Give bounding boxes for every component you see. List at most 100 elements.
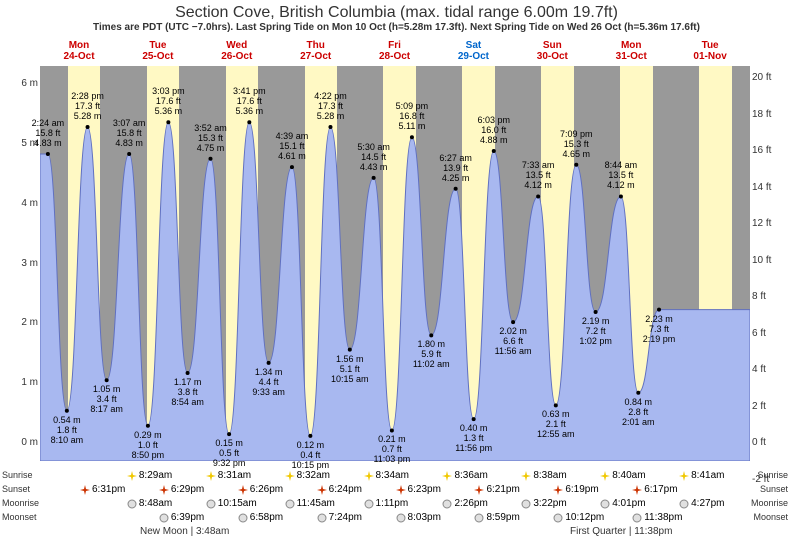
chart-subtitle: Times are PDT (UTC −7.0hrs). Last Spring… <box>0 22 793 33</box>
y-right-tick: 0 ft <box>752 437 780 448</box>
tide-label: 0.54 m1.8 ft8:10 am <box>51 415 84 445</box>
tide-label: 5:09 pm16.8 ft5.11 m <box>396 101 429 131</box>
moonrise-icon <box>206 499 216 509</box>
tide-label: 2.23 m7.3 ft2:19 pm <box>643 314 676 344</box>
new-moon-label: New Moon | 3:48am <box>140 526 229 537</box>
tide-label: 3:41 pm17.6 ft5.36 m <box>233 86 266 116</box>
sunrise-value: 8:32am <box>285 470 330 481</box>
moonrise-value: 1:11pm <box>364 498 409 509</box>
moonset-value: 8:59pm <box>474 512 519 523</box>
y-left-tick: 6 m <box>10 78 38 89</box>
tide-label: 3:52 am15.3 ft4.75 m <box>194 123 227 153</box>
moonset-value: 8:03pm <box>396 512 441 523</box>
y-right-tick: 16 ft <box>752 145 780 156</box>
moonset-icon <box>474 513 484 523</box>
day-header: Tue01-Nov <box>671 40 749 62</box>
tide-label: 0.15 m0.5 ft9:32 pm <box>213 438 246 468</box>
moonset-label: Moonset <box>2 512 37 522</box>
y-right-tick: 18 ft <box>752 109 780 120</box>
y-right-tick: 4 ft <box>752 364 780 375</box>
tide-label: 8:44 am13.5 ft4.12 m <box>605 160 638 190</box>
day-header: Fri28-Oct <box>356 40 434 62</box>
tide-label: 2:28 pm17.3 ft5.28 m <box>71 91 104 121</box>
tide-label: 4:39 am15.1 ft4.61 m <box>276 131 309 161</box>
tide-label: 3:07 am15.8 ft4.83 m <box>113 118 146 148</box>
tide-label: 7:33 am13.5 ft4.12 m <box>522 160 555 190</box>
tide-label: 3:03 pm17.6 ft5.36 m <box>152 86 185 116</box>
y-right-tick: 2 ft <box>752 401 780 412</box>
sunset-icon <box>80 485 90 495</box>
y-left-tick: 2 m <box>10 317 38 328</box>
sunset-icon <box>474 485 484 495</box>
moonset-icon <box>553 513 563 523</box>
moonset-value: 6:58pm <box>238 512 283 523</box>
moonset-icon <box>632 513 642 523</box>
tide-label: 5:30 am14.5 ft4.43 m <box>357 142 390 172</box>
moonrise-icon <box>285 499 295 509</box>
day-header: Thu27-Oct <box>277 40 355 62</box>
moonrise-icon <box>442 499 452 509</box>
day-header: Mon24-Oct <box>40 40 118 62</box>
sunset-label: Sunset <box>2 484 30 494</box>
tide-label: 6:27 am13.9 ft4.25 m <box>439 153 472 183</box>
sunset-value: 6:29pm <box>159 484 204 495</box>
sunset-value: 6:19pm <box>553 484 598 495</box>
sunrise-icon <box>679 471 689 481</box>
moonrise-icon <box>679 499 689 509</box>
sunset-value: 6:26pm <box>238 484 283 495</box>
sunrise-label-r: Sunrise <box>757 470 788 480</box>
tide-label: 2.02 m6.6 ft11:56 am <box>495 326 532 356</box>
day-header: Sun30-Oct <box>513 40 591 62</box>
moonset-value: 10:12pm <box>553 512 604 523</box>
day-header: Mon31-Oct <box>592 40 670 62</box>
tide-label: 1.56 m5.1 ft10:15 am <box>331 354 369 384</box>
moonset-icon <box>396 513 406 523</box>
tide-label: 1.34 m4.4 ft9:33 am <box>252 367 285 397</box>
tide-label: 1.80 m5.9 ft11:02 am <box>413 339 450 369</box>
sunrise-icon <box>206 471 216 481</box>
y-left-tick: 0 m <box>10 437 38 448</box>
tide-label: 0.84 m2.8 ft2:01 am <box>622 397 655 427</box>
sunrise-label: Sunrise <box>2 470 33 480</box>
moonrise-value: 2:26pm <box>442 498 487 509</box>
moonrise-value: 11:45am <box>285 498 335 509</box>
y-left-tick: 4 m <box>10 198 38 209</box>
sunset-icon <box>238 485 248 495</box>
tide-label: 0.21 m0.7 ft11:03 pm <box>373 434 410 464</box>
sunrise-value: 8:29am <box>127 470 172 481</box>
tide-label: 2:24 am15.8 ft4.83 m <box>32 118 65 148</box>
sunset-label-r: Sunset <box>760 484 788 494</box>
y-right-tick: 14 ft <box>752 182 780 193</box>
moonrise-value: 3:22pm <box>521 498 566 509</box>
moonrise-icon <box>127 499 137 509</box>
sunrise-icon <box>442 471 452 481</box>
first-quarter-label: First Quarter | 11:38pm <box>570 526 672 537</box>
sunset-value: 6:23pm <box>396 484 441 495</box>
sunset-icon <box>317 485 327 495</box>
moonset-label-r: Moonset <box>753 512 788 522</box>
sunrise-icon <box>285 471 295 481</box>
y-right-tick: 6 ft <box>752 328 780 339</box>
moonset-value: 6:39pm <box>159 512 204 523</box>
day-header: Sat29-Oct <box>434 40 512 62</box>
moonrise-value: 8:48am <box>127 498 172 509</box>
moonrise-icon <box>364 499 374 509</box>
sunset-value: 6:21pm <box>474 484 519 495</box>
y-left-tick: 1 m <box>10 377 38 388</box>
moonset-icon <box>317 513 327 523</box>
tide-label: 1.17 m3.8 ft8:54 am <box>171 377 204 407</box>
sunrise-value: 8:36am <box>442 470 487 481</box>
chart-title: Section Cove, British Columbia (max. tid… <box>0 0 793 22</box>
moonrise-value: 4:27pm <box>679 498 724 509</box>
sunset-icon <box>632 485 642 495</box>
day-header: Tue25-Oct <box>119 40 197 62</box>
tide-label: 2.19 m7.2 ft1:02 pm <box>579 316 612 346</box>
moonrise-value: 10:15am <box>206 498 257 509</box>
y-right-tick: 8 ft <box>752 291 780 302</box>
sunrise-icon <box>127 471 137 481</box>
sunrise-icon <box>364 471 374 481</box>
sunrise-value: 8:38am <box>521 470 566 481</box>
tide-label: 1.05 m3.4 ft8:17 am <box>90 384 123 414</box>
moonrise-icon <box>600 499 610 509</box>
sunrise-icon <box>521 471 531 481</box>
